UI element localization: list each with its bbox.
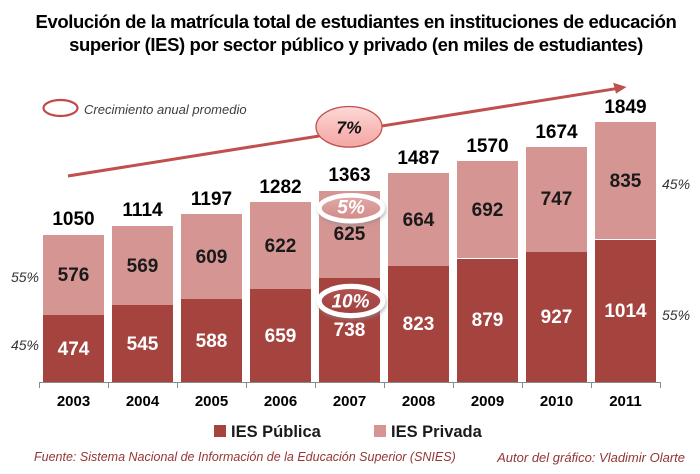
svg-text:10%: 10% (331, 291, 369, 312)
svg-text:5%: 5% (337, 198, 365, 219)
svg-text:7%: 7% (336, 118, 362, 138)
